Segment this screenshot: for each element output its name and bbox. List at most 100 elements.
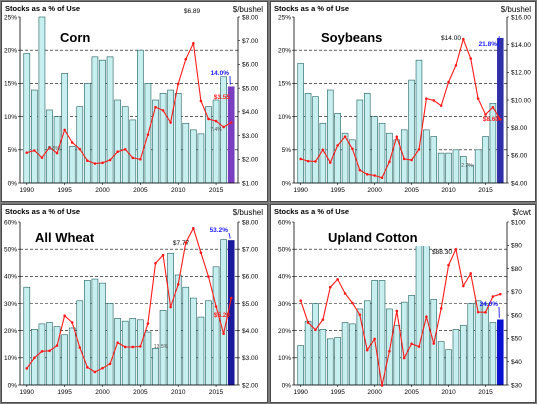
soybeans-right-tick-label: $16.00 <box>511 14 531 21</box>
corn-x-tick-label: 2005 <box>133 187 148 194</box>
corn-current-stocks-label: 14.0% <box>211 70 230 77</box>
upland-cotton-bar-2016 <box>489 322 497 386</box>
all-wheat-price-point-1990 <box>25 367 29 370</box>
soybeans-price-line <box>300 37 501 179</box>
upland-cotton-price-point-1997 <box>351 301 354 305</box>
all-wheat-chart-title: All Wheat <box>35 230 95 245</box>
soybeans-right-tick-label: $10.00 <box>511 97 531 104</box>
soybeans-price-point-2017 <box>499 118 502 121</box>
all-wheat-right-tick-label: $7.00 <box>242 246 259 253</box>
corn-price-point-2016 <box>222 125 225 129</box>
soybeans-price-point-2006 <box>417 148 421 151</box>
upland-cotton-left-tick-label: 0% <box>282 382 292 389</box>
soybeans-left-tick-label: 10% <box>278 114 291 121</box>
corn-low-stocks-label: 7.4% <box>210 127 222 133</box>
soybeans-chart-title: Soybeans <box>321 30 382 45</box>
corn-left-axis-title: Stocks as a % of Use <box>5 4 80 13</box>
all-wheat-price-point-2006 <box>146 322 150 325</box>
soybeans-price-point-2004 <box>402 157 406 161</box>
corn-price-point-2011 <box>184 57 188 61</box>
corn-price-point-1996 <box>70 141 74 144</box>
corn-price-point-1995 <box>63 128 66 132</box>
soybeans-bar-2010 <box>445 152 452 184</box>
corn-price-point-1999 <box>93 162 97 165</box>
upland-cotton-bar-1998 <box>356 308 364 386</box>
soybeans-bar-2002 <box>386 132 393 184</box>
corn-price-point-1992 <box>40 156 44 159</box>
upland-cotton-price-point-2011 <box>454 247 458 251</box>
upland-cotton-price-point-1995 <box>336 277 339 281</box>
all-wheat-price-point-2013 <box>199 251 203 254</box>
upland-cotton-bar-2003 <box>393 324 401 386</box>
soybeans-title-box <box>317 30 391 46</box>
all-wheat-right-tick-label: $3.00 <box>242 355 259 362</box>
upland-cotton-price-point-2009 <box>439 307 443 310</box>
upland-cotton-price-point-2006 <box>417 345 421 348</box>
all-wheat-bar-2012 <box>190 297 197 386</box>
upland-cotton-x-tick-label: 2015 <box>478 389 493 396</box>
all-wheat-bar-2011 <box>182 286 190 386</box>
corn-price-point-2015 <box>214 119 218 123</box>
all-wheat-price-point-2010 <box>176 283 180 286</box>
all-wheat-price-point-1991 <box>33 356 36 360</box>
soybeans-bar-1992 <box>312 96 319 184</box>
corn-bar-2001 <box>106 56 114 184</box>
soybeans-low-stocks-label: 2.7% <box>461 163 473 169</box>
all-wheat-price-point-2016 <box>222 332 225 335</box>
upland-cotton-bar-2007 <box>423 232 430 386</box>
all-wheat-price-point-1993 <box>48 349 51 353</box>
all-wheat-bar-1993 <box>46 322 53 386</box>
soybeans-right-tick-label: $12.00 <box>511 70 531 77</box>
upland-cotton-price-point-2004 <box>402 356 406 360</box>
upland-cotton-right-tick-label: $30 <box>511 382 522 389</box>
all-wheat-price-point-2007 <box>154 261 157 265</box>
soybeans-bar-2009 <box>437 152 445 184</box>
all-wheat-price-point-1996 <box>70 321 74 324</box>
corn-price-point-1991 <box>33 149 36 152</box>
upland-cotton-price-point-1992 <box>314 328 317 332</box>
soybeans-price-point-2012 <box>462 37 465 41</box>
upland-cotton-bar-2017 <box>497 319 504 386</box>
soybeans-bar-2012 <box>460 156 467 184</box>
all-wheat-price-point-2014 <box>207 275 210 278</box>
all-wheat-current-price-label: $5.20 <box>214 312 231 319</box>
all-wheat-price-point-2002 <box>116 341 119 344</box>
all-wheat-price-point-1994 <box>55 344 59 347</box>
upland-cotton-bar-2005 <box>408 295 415 386</box>
upland-cotton-price-point-2000 <box>373 337 376 341</box>
all-wheat-price-point-2008 <box>161 253 165 257</box>
all-wheat-bar-2007 <box>152 348 159 386</box>
upland-cotton-right-tick-label: $90 <box>511 243 522 250</box>
corn-price-point-2008 <box>161 109 165 112</box>
soybeans-price-point-2008 <box>432 99 436 102</box>
soybeans-right-axis-title: $/bushel <box>501 5 531 14</box>
corn-price-point-2000 <box>101 161 104 165</box>
corn-bar-2007 <box>152 99 159 184</box>
upland-cotton-price-point-2017 <box>499 292 502 296</box>
upland-cotton-left-tick-label: 50% <box>278 246 291 253</box>
corn-x-tick-label: 2015 <box>209 187 224 194</box>
upland-cotton-price-point-2007 <box>425 315 428 319</box>
upland-cotton-price-point-1998 <box>358 313 362 316</box>
upland-cotton-price-point-2002 <box>388 349 391 353</box>
soybeans-price-point-2009 <box>439 104 443 107</box>
upland-cotton-price-point-2014 <box>476 310 480 314</box>
upland-cotton-left-tick-label: 20% <box>278 328 291 335</box>
all-wheat-price-point-2017 <box>229 296 233 300</box>
all-wheat-price-point-2001 <box>108 362 112 366</box>
all-wheat-current-stocks-label: 53.2% <box>210 227 229 234</box>
upland-cotton-bar-2000 <box>371 280 378 386</box>
upland-cotton-bar-2009 <box>437 341 445 386</box>
upland-cotton-price-point-1999 <box>365 348 369 352</box>
all-wheat-price-point-1999 <box>93 370 97 374</box>
corn-bar-2012 <box>190 129 197 184</box>
soybeans-bar-1994 <box>327 89 334 184</box>
corn-bar-1997 <box>76 106 84 184</box>
corn-price-point-2006 <box>146 133 150 136</box>
soybeans-x-tick-label: 2010 <box>441 187 456 194</box>
all-wheat-price-point-2009 <box>169 305 172 309</box>
soybeans-bar-2006 <box>415 59 423 184</box>
soybeans-bar-2005 <box>408 79 415 184</box>
soybeans-left-tick-label: 0% <box>282 180 292 187</box>
